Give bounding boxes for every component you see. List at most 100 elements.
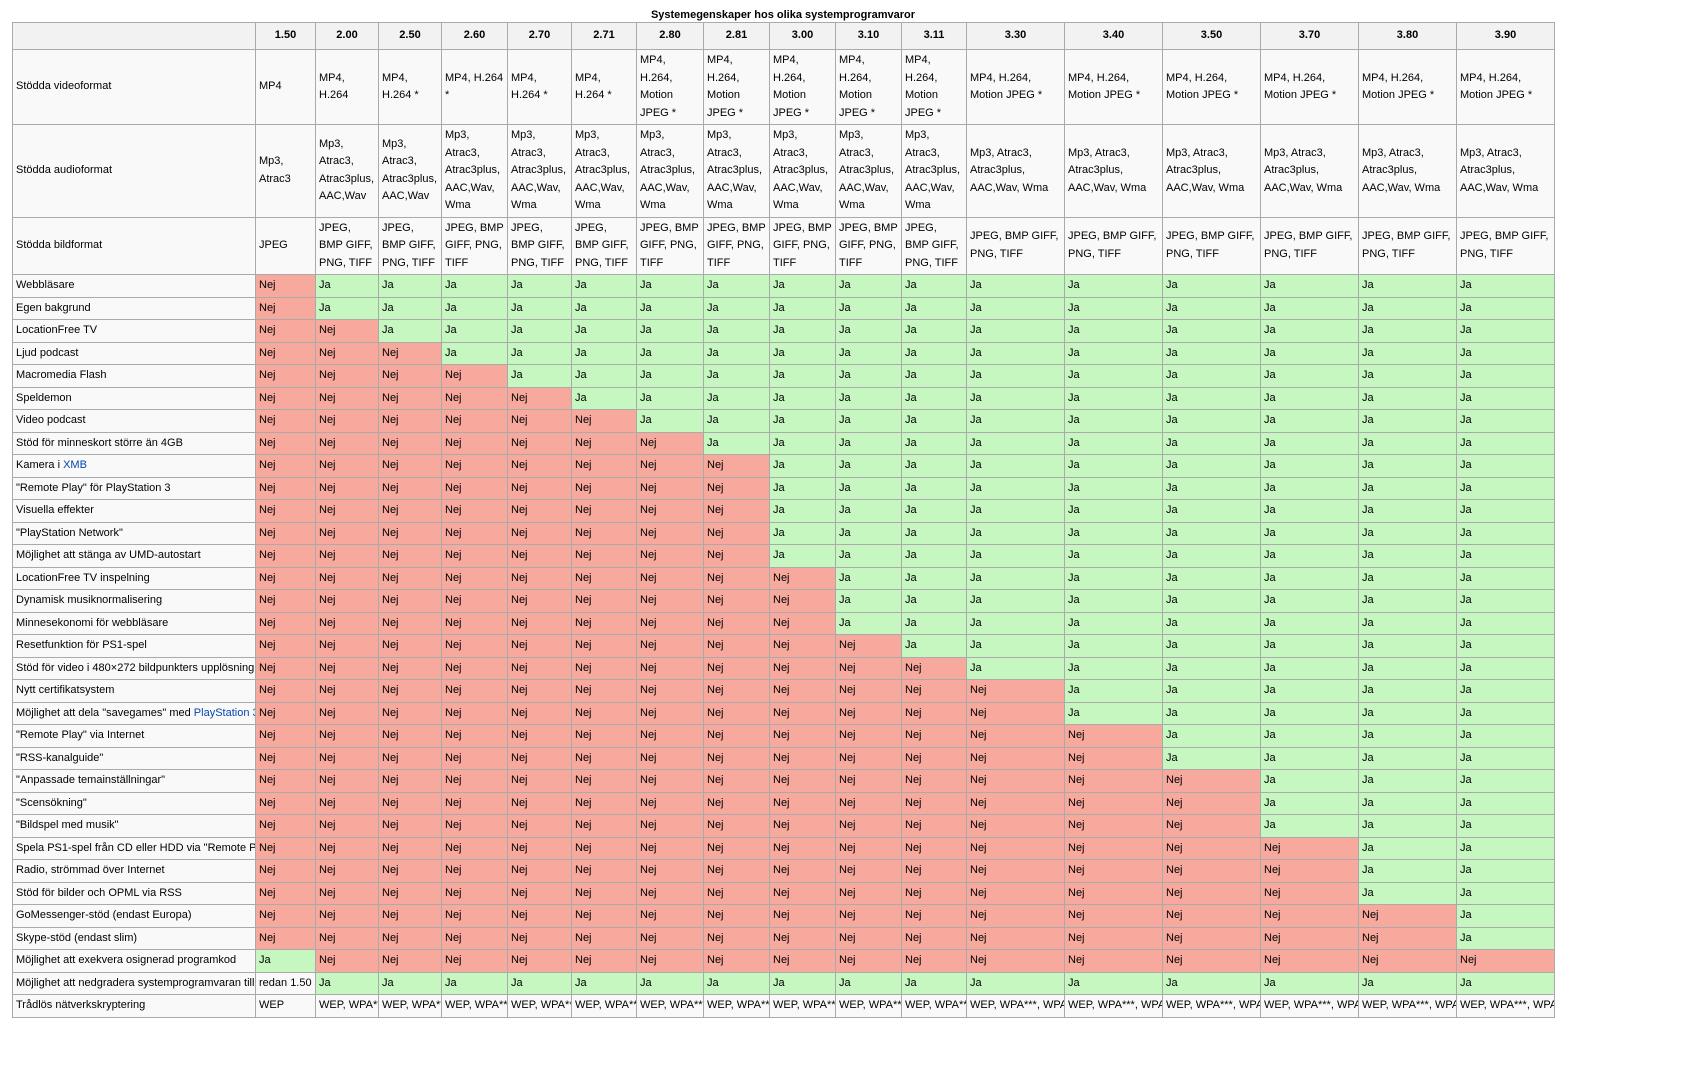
support-no-cell: Nej <box>315 724 379 748</box>
value-cell: WEP, WPA*** <box>441 994 508 1018</box>
support-yes-cell: Ja <box>571 274 637 298</box>
support-no-cell: Nej <box>571 656 637 680</box>
value-cell: WEP, WPA*** <box>769 994 836 1018</box>
support-no-cell: Nej <box>966 881 1065 905</box>
value-cell: WEP, WPA*** <box>703 994 770 1018</box>
support-no-cell: Nej <box>571 544 637 568</box>
format-cell: Mp3, Atrac3, Atrac3plus, AAC,Wav, Wma <box>769 124 836 218</box>
support-yes-cell: Ja <box>1456 386 1555 410</box>
support-no-cell: Nej <box>315 319 379 343</box>
value-cell: WEP, WPA*** <box>378 994 442 1018</box>
row-label: "Bildspel med musik" <box>12 814 256 838</box>
support-yes-cell: Ja <box>1064 476 1163 500</box>
support-yes-cell: Ja <box>1162 319 1261 343</box>
support-yes-cell: Ja <box>901 634 967 658</box>
support-yes-cell: Ja <box>769 409 836 433</box>
support-no-cell: Nej <box>1162 904 1261 928</box>
support-yes-cell: Ja <box>1064 679 1163 703</box>
support-no-cell: Nej <box>441 746 508 770</box>
support-yes-cell: Ja <box>1358 364 1457 388</box>
support-yes-cell: Ja <box>966 476 1065 500</box>
support-no-cell: Nej <box>507 769 572 793</box>
support-no-cell: Nej <box>1358 904 1457 928</box>
support-no-cell: Nej <box>636 881 704 905</box>
row-label: Möjlighet att nedgradera systemprogramva… <box>12 971 256 995</box>
support-no-cell: Nej <box>636 724 704 748</box>
support-no-cell: Nej <box>378 544 442 568</box>
support-no-cell: Nej <box>901 791 967 815</box>
support-no-cell: Nej <box>507 859 572 883</box>
support-yes-cell: Ja <box>1260 521 1359 545</box>
support-yes-cell: Ja <box>901 544 967 568</box>
wiki-link[interactable]: XMB <box>63 459 87 471</box>
support-no-cell: Nej <box>1162 881 1261 905</box>
format-cell: MP4 <box>255 49 316 125</box>
support-yes-cell: Ja <box>1064 431 1163 455</box>
support-yes-cell: Ja <box>1064 611 1163 635</box>
version-header: 3.90 <box>1456 22 1555 50</box>
row-label: Visuella effekter <box>12 499 256 523</box>
format-cell: MP4, H.264, Motion JPEG * <box>769 49 836 125</box>
support-yes-cell: Ja <box>966 566 1065 590</box>
format-cell: MP4, H.264, Motion JPEG * <box>1456 49 1555 125</box>
feature-row: "Anpassade temainställningar" Nej Nej Nej Ne… <box>12 769 1555 793</box>
support-yes-cell: Ja <box>1162 971 1261 995</box>
support-no-cell: Nej <box>1260 881 1359 905</box>
support-yes-cell: Ja <box>441 296 508 320</box>
support-no-cell: Nej <box>571 454 637 478</box>
support-no-cell: Nej <box>966 904 1065 928</box>
support-no-cell: Nej <box>703 746 770 770</box>
support-yes-cell: Ja <box>1358 679 1457 703</box>
support-yes-cell: Ja <box>966 409 1065 433</box>
wiki-link[interactable]: PlayStation 3 <box>193 706 256 719</box>
support-no-cell: Nej <box>835 656 902 680</box>
support-no-cell: Nej <box>636 904 704 928</box>
support-no-cell: Nej <box>255 769 316 793</box>
support-no-cell: Nej <box>378 724 442 748</box>
support-no-cell: Nej <box>1064 949 1163 973</box>
support-no-cell: Nej <box>378 611 442 635</box>
support-no-cell: Nej <box>966 701 1065 725</box>
row-label-text: Visuella effekter <box>16 504 94 516</box>
format-row: Stödda audioformat Mp3, Atrac3 Mp3, Atrac3… <box>12 124 1555 218</box>
support-yes-cell: Ja <box>1260 319 1359 343</box>
support-no-cell: Nej <box>378 431 442 455</box>
system-features-table: 1.50 2.00 2.50 2.60 2.70 2.71 2.80 2.81 3.00 3.10… <box>12 22 1555 1018</box>
row-label: LocationFree TV inspelning <box>12 566 256 590</box>
support-yes-cell: Ja <box>1358 611 1457 635</box>
support-yes-cell: Ja <box>835 454 902 478</box>
support-no-cell: Nej <box>507 409 572 433</box>
support-yes-cell: Ja <box>703 364 770 388</box>
support-yes-cell: Ja <box>966 971 1065 995</box>
support-no-cell: Nej <box>966 746 1065 770</box>
support-no-cell: Nej <box>571 791 637 815</box>
value-cell: WEP, WPA***, WPA2 <box>1260 994 1359 1018</box>
row-label-text: Dynamisk musiknormalisering <box>16 594 163 606</box>
format-cell: Mp3, Atrac3, Atrac3plus, AAC,Wav, Wma <box>703 124 770 218</box>
support-yes-cell: Ja <box>636 274 704 298</box>
format-cell: JPEG, BMP GIFF, PNG, TIFF <box>901 216 967 275</box>
support-no-cell: Nej <box>571 679 637 703</box>
support-no-cell: Nej <box>901 724 967 748</box>
feature-row: Stöd för bilder och OPML via RSS Nej Nej Ne… <box>12 881 1555 905</box>
support-no-cell: Nej <box>441 701 508 725</box>
support-no-cell: Nej <box>507 566 572 590</box>
support-no-cell: Nej <box>571 701 637 725</box>
support-no-cell: Nej <box>315 814 379 838</box>
support-no-cell: Nej <box>255 881 316 905</box>
support-yes-cell: Ja <box>1456 364 1555 388</box>
support-yes-cell: Ja <box>966 521 1065 545</box>
support-yes-cell: Ja <box>1358 859 1457 883</box>
support-no-cell: Nej <box>378 769 442 793</box>
support-yes-cell: Ja <box>1162 679 1261 703</box>
support-no-cell: Nej <box>636 679 704 703</box>
support-yes-cell: Ja <box>1456 926 1555 950</box>
format-cell: Mp3, Atrac3, Atrac3plus, AAC,Wav, Wma <box>966 124 1065 218</box>
support-no-cell: Nej <box>703 926 770 950</box>
support-no-cell: Nej <box>441 544 508 568</box>
support-no-cell: Nej <box>571 521 637 545</box>
support-no-cell: Nej <box>441 431 508 455</box>
version-header: 2.70 <box>507 22 572 50</box>
support-yes-cell: Ja <box>769 431 836 455</box>
support-yes-cell: Ja <box>1358 296 1457 320</box>
